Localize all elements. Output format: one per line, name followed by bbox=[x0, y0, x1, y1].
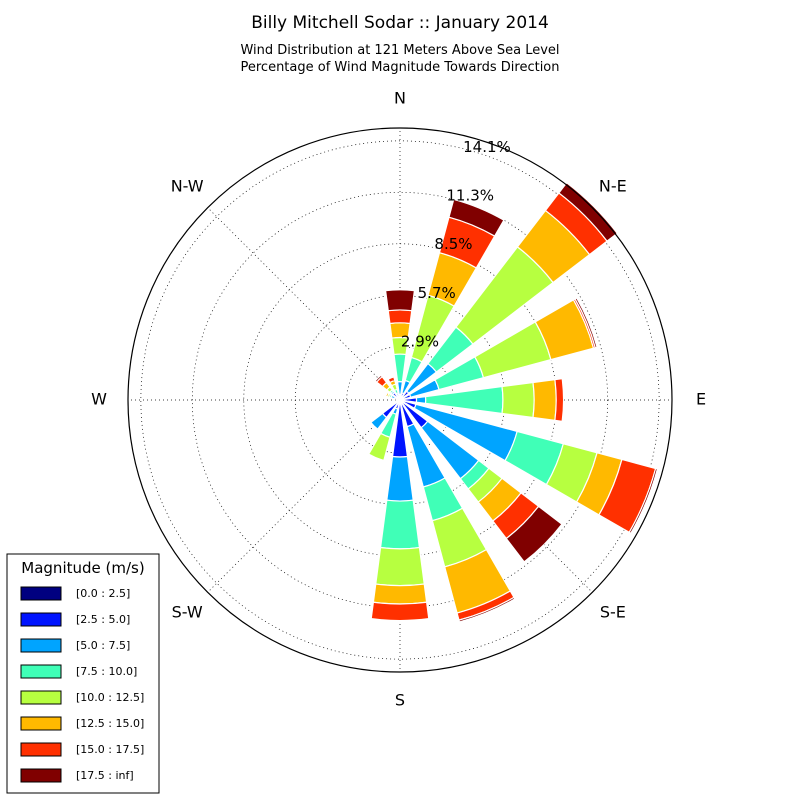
chart-subtitle-line-1: Wind Distribution at 121 Meters Above Se… bbox=[240, 43, 559, 58]
bar-dir0-bin6 bbox=[387, 309, 413, 325]
windrose-bars bbox=[367, 181, 659, 623]
legend-label-4: [10.0 : 12.5] bbox=[76, 691, 144, 704]
bar-dir180-bin3 bbox=[379, 499, 421, 550]
legend-swatch-6 bbox=[20, 742, 62, 757]
bar-dir157.5-bin7 bbox=[458, 596, 516, 623]
direction-label-e: E bbox=[696, 390, 706, 409]
bar-dir337.5-bin6 bbox=[387, 376, 396, 384]
legend-swatch-0 bbox=[20, 586, 62, 601]
grid-circle-4 bbox=[140, 140, 660, 660]
grid-spoke-5 bbox=[207, 399, 401, 593]
bar-dir202.5-bin4 bbox=[367, 432, 391, 462]
radial-tick-labels: 2.9% 5.7% 8.5% 11.3% 14.1% bbox=[401, 138, 511, 351]
legend-swatch-5 bbox=[20, 716, 62, 731]
legend-swatch-3 bbox=[20, 664, 62, 679]
direction-label-n: N bbox=[394, 89, 406, 108]
legend-label-2: [5.0 : 7.5] bbox=[76, 639, 130, 652]
radial-tick-label-3: 11.3% bbox=[446, 187, 494, 205]
grid-circle-3 bbox=[191, 191, 609, 609]
bar-dir180-bin6 bbox=[370, 601, 430, 622]
bar-dir315-bin7 bbox=[374, 374, 383, 383]
radial-tick-label-4: 14.1% bbox=[463, 138, 511, 156]
direction-label-s: S bbox=[395, 691, 405, 710]
legend-label-0: [0.0 : 2.5] bbox=[76, 587, 130, 600]
bar-dir180-bin4 bbox=[375, 546, 425, 587]
direction-label-w: W bbox=[91, 390, 107, 409]
bar-dir90-bin4 bbox=[501, 381, 535, 419]
bar-dir0-bin7 bbox=[384, 289, 416, 312]
bar-dir112.5-bin7 bbox=[628, 467, 659, 535]
outer-circle bbox=[127, 127, 673, 673]
polar-frame bbox=[127, 127, 673, 673]
legend-title: Magnitude (m/s) bbox=[21, 559, 144, 577]
bar-dir225-bin2 bbox=[369, 412, 388, 431]
bar-dir90-bin6 bbox=[554, 377, 565, 423]
bar-dir45-bin7 bbox=[558, 181, 619, 242]
radial-tick-label-2: 8.5% bbox=[434, 235, 472, 253]
legend-swatch-2 bbox=[20, 638, 62, 653]
legend-label-3: [7.5 : 10.0] bbox=[76, 665, 137, 678]
legend-swatch-7 bbox=[20, 768, 62, 783]
bar-dir135-bin7 bbox=[505, 505, 563, 563]
legend-swatch-4 bbox=[20, 690, 62, 705]
radial-tick-label-1: 5.7% bbox=[418, 284, 456, 302]
bar-dir67.5-bin7 bbox=[574, 297, 598, 349]
direction-label-n-e: N-E bbox=[599, 177, 627, 196]
legend-label-5: [12.5 : 15.0] bbox=[76, 717, 144, 730]
bar-dir22.5-bin7 bbox=[448, 198, 505, 237]
radial-tick-label-0: 2.9% bbox=[401, 333, 439, 351]
chart-title: Billy Mitchell Sodar :: January 2014 bbox=[251, 13, 549, 33]
direction-label-s-e: S-E bbox=[600, 602, 626, 621]
legend-label-1: [2.5 : 5.0] bbox=[76, 613, 130, 626]
legend-label-7: [17.5 : inf] bbox=[76, 769, 134, 782]
bar-dir180-bin5 bbox=[372, 583, 428, 605]
direction-label-s-w: S-W bbox=[172, 602, 203, 621]
bar-dir90-bin2 bbox=[415, 395, 427, 405]
legend: Magnitude (m/s) [0.0 : 2.5] [2.5 : 5.0] [5.… bbox=[6, 553, 160, 794]
bar-dir90-bin5 bbox=[532, 378, 557, 422]
bar-dir180-bin2 bbox=[386, 455, 414, 502]
direction-label-n-w: N-W bbox=[171, 177, 204, 196]
legend-swatch-1 bbox=[20, 612, 62, 627]
direction-labels: N N-E E S-E S S-W W N-W bbox=[91, 89, 706, 710]
chart-subtitle-line-2: Percentage of Wind Magnitude Towards Dir… bbox=[240, 60, 559, 75]
bar-dir0-bin3 bbox=[393, 353, 407, 383]
bar-dir292.5-bin5 bbox=[385, 391, 390, 398]
grid-spoke-7 bbox=[207, 207, 401, 401]
legend-label-6: [15.0 : 17.5] bbox=[76, 743, 144, 756]
